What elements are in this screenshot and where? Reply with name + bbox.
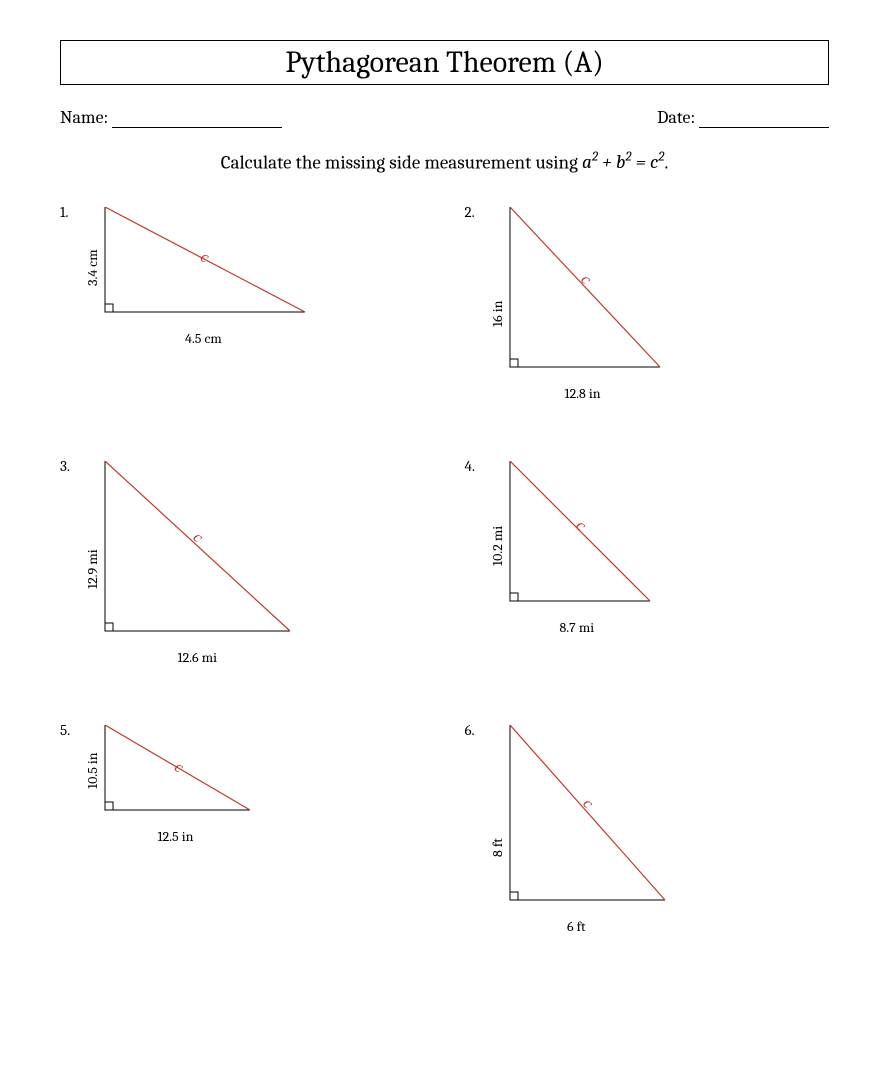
side-a-label: 8 ft: [489, 838, 506, 857]
triangle-svg: [495, 207, 675, 397]
side-a-label: 3.4 cm: [84, 249, 101, 286]
side-b-label: 8.7 mi: [560, 619, 595, 636]
worksheet-title: Pythagorean Theorem (A): [60, 40, 829, 85]
name-field: Name:: [60, 107, 282, 128]
problem: 4. 10.2 mi 8.7 mi c: [465, 457, 830, 661]
instruction-text: Calculate the missing side measurement u…: [60, 150, 829, 173]
name-date-row: Name: Date:: [60, 107, 829, 128]
problems-grid: 1. 3.4 cm 4.5 cm c 2. 16 in 12.8 in c: [60, 203, 829, 930]
instruction-formula: a2 + b2 = c2: [582, 151, 664, 173]
problem: 1. 3.4 cm 4.5 cm c: [60, 203, 425, 397]
triangle-diagram: 10.2 mi 8.7 mi c: [495, 461, 665, 631]
triangle-svg: [495, 725, 680, 930]
problem-number: 1.: [60, 203, 69, 221]
triangle-diagram: 10.5 in 12.5 in c: [90, 725, 265, 840]
side-b-label: 6 ft: [567, 918, 586, 935]
problem: 2. 16 in 12.8 in c: [465, 203, 830, 397]
date-blank[interactable]: [699, 110, 829, 128]
triangle-diagram: 8 ft 6 ft c: [495, 725, 680, 930]
side-a-label: 12.9 mi: [84, 549, 101, 589]
date-label: Date:: [657, 107, 695, 128]
triangle-svg: [90, 207, 320, 342]
problem: 3. 12.9 mi 12.6 mi c: [60, 457, 425, 661]
problem-number: 6.: [465, 721, 475, 739]
triangle-svg: [495, 461, 665, 631]
side-b-label: 12.8 in: [565, 385, 601, 402]
side-a-label: 10.2 mi: [489, 526, 506, 566]
side-b-label: 12.6 mi: [178, 649, 217, 666]
triangle-svg: [90, 725, 265, 840]
triangle-diagram: 16 in 12.8 in c: [495, 207, 675, 397]
triangle-svg: [90, 461, 305, 661]
name-label: Name:: [60, 107, 108, 128]
instruction-prefix: Calculate the missing side measurement u…: [221, 151, 582, 173]
problem-number: 5.: [60, 721, 70, 739]
problem-number: 2.: [465, 203, 475, 221]
problem-number: 4.: [465, 457, 475, 475]
side-b-label: 12.5 in: [158, 828, 194, 845]
triangle-diagram: 12.9 mi 12.6 mi c: [90, 461, 305, 661]
problem: 5. 10.5 in 12.5 in c: [60, 721, 425, 930]
side-b-label: 4.5 cm: [185, 330, 222, 347]
instruction-suffix: .: [664, 151, 668, 173]
side-a-label: 16 in: [489, 301, 506, 327]
triangle-diagram: 3.4 cm 4.5 cm c: [90, 207, 320, 342]
problem: 6. 8 ft 6 ft c: [465, 721, 830, 930]
date-field: Date:: [657, 107, 829, 128]
side-a-label: 10.5 in: [84, 752, 101, 789]
name-blank[interactable]: [112, 110, 282, 128]
problem-number: 3.: [60, 457, 70, 475]
